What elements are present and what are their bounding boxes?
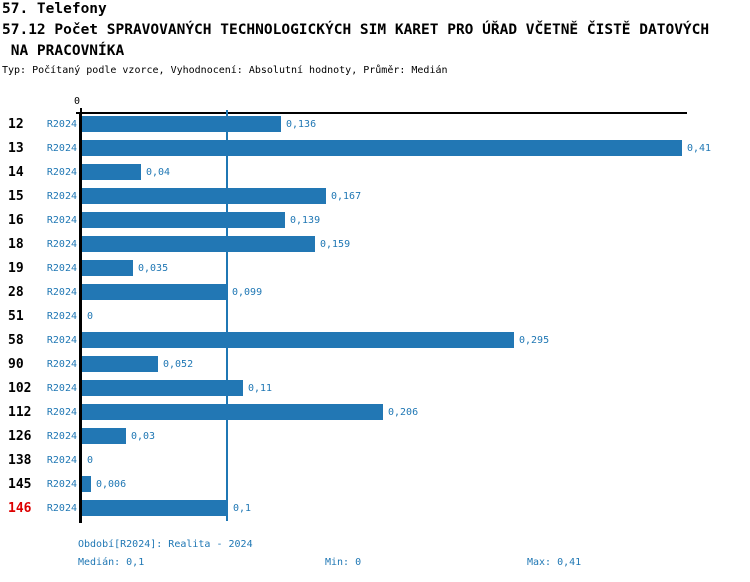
row-category-label: 28	[8, 285, 24, 300]
bar-value-label: 0,099	[232, 287, 263, 298]
row-period-label: R2024	[46, 431, 77, 442]
row-period-label: R2024	[46, 263, 77, 274]
value-bar	[82, 476, 91, 492]
footer-max-label: Max: 0,41	[527, 557, 582, 568]
bar-value-label: 0,167	[331, 191, 362, 202]
bar-value-label: 0,052	[163, 359, 194, 370]
value-bar	[82, 428, 126, 444]
value-bar	[82, 284, 227, 300]
chart-row: 102 R2024 0,11	[0, 377, 750, 401]
chart-row: 138 R2024 0	[0, 449, 750, 473]
bar-value-label: 0,41	[687, 143, 712, 154]
chart-title-line2: NA PRACOVNÍKA	[2, 43, 125, 59]
row-category-label: 102	[8, 381, 32, 396]
row-category-label: 138	[8, 453, 32, 468]
value-bar	[82, 116, 281, 132]
bar-value-label: 0,006	[96, 479, 127, 490]
chart-row: 112 R2024 0,206	[0, 401, 750, 425]
x-axis-zero-tick-mark	[80, 108, 82, 113]
chart-row: 16 R2024 0,139	[0, 209, 750, 233]
row-category-label: 12	[8, 117, 24, 132]
chart-row: 146 R2024 0,1	[0, 497, 750, 521]
row-category-label: 14	[8, 165, 24, 180]
bar-value-label: 0,206	[388, 407, 419, 418]
bar-value-label: 0,139	[290, 215, 321, 226]
chart-row: 126 R2024 0,03	[0, 425, 750, 449]
chart-row: 90 R2024 0,052	[0, 353, 750, 377]
row-category-label: 126	[8, 429, 32, 444]
value-bar	[82, 404, 383, 420]
row-period-label: R2024	[46, 215, 77, 226]
row-period-label: R2024	[46, 167, 77, 178]
chart-row: 14 R2024 0,04	[0, 161, 750, 185]
value-bar	[82, 332, 514, 348]
value-bar	[82, 140, 682, 156]
chart-row: 58 R2024 0,295	[0, 329, 750, 353]
bar-value-label: 0,295	[519, 335, 550, 346]
row-period-label: R2024	[46, 407, 77, 418]
bar-value-label: 0,04	[146, 167, 171, 178]
row-category-label: 15	[8, 189, 24, 204]
value-bar	[82, 236, 315, 252]
row-period-label: R2024	[46, 119, 77, 130]
row-period-label: R2024	[46, 359, 77, 370]
bar-value-label: 0,11	[248, 383, 273, 394]
row-period-label: R2024	[46, 143, 77, 154]
row-period-label: R2024	[46, 239, 77, 250]
row-period-label: R2024	[46, 287, 77, 298]
row-category-label: 19	[8, 261, 24, 276]
value-bar	[82, 260, 133, 276]
chart-title-line1: 57.12 Počet SPRAVOVANÝCH TECHNOLOGICKÝCH…	[2, 22, 710, 38]
row-category-label: 58	[8, 333, 24, 348]
row-category-label: 90	[8, 357, 24, 372]
value-bar	[82, 356, 158, 372]
bar-value-label: 0,1	[233, 503, 252, 514]
value-bar	[82, 164, 141, 180]
row-category-label: 112	[8, 405, 32, 420]
row-category-label: 13	[8, 141, 24, 156]
row-period-label: R2024	[46, 335, 77, 346]
chart-row: 51 R2024 0	[0, 305, 750, 329]
value-bar	[82, 500, 228, 516]
row-period-label: R2024	[46, 479, 77, 490]
chart-group-title: 57. Telefony	[2, 1, 107, 17]
chart-row: 145 R2024 0,006	[0, 473, 750, 497]
y-axis-line	[79, 112, 82, 523]
chart-row: 12 R2024 0,136	[0, 113, 750, 137]
row-category-label: 16	[8, 213, 24, 228]
row-period-label: R2024	[46, 455, 77, 466]
bar-value-label: 0,03	[131, 431, 156, 442]
chart-row: 15 R2024 0,167	[0, 185, 750, 209]
bar-value-label: 0,136	[286, 119, 317, 130]
bar-value-label: 0	[87, 455, 94, 466]
chart-row: 13 R2024 0,41	[0, 137, 750, 161]
footer-min-label: Min: 0	[325, 557, 362, 568]
x-axis-line	[76, 112, 687, 114]
row-period-label: R2024	[46, 311, 77, 322]
x-axis-zero-tick-label: 0	[74, 96, 81, 107]
row-period-label: R2024	[46, 503, 77, 514]
row-category-label: 51	[8, 309, 24, 324]
median-marker-line	[226, 110, 229, 521]
chart-subtitle: Typ: Počítaný podle vzorce, Vyhodnocení:…	[2, 65, 448, 76]
value-bar	[82, 380, 243, 396]
bar-value-label: 0,035	[138, 263, 169, 274]
chart-row: 19 R2024 0,035	[0, 257, 750, 281]
row-category-label: 145	[8, 477, 32, 492]
row-category-label: 146	[8, 501, 32, 516]
chart-row: 18 R2024 0,159	[0, 233, 750, 257]
value-bar	[82, 212, 285, 228]
footer-period-label: Období[R2024]: Realita - 2024	[78, 539, 253, 550]
row-period-label: R2024	[46, 191, 77, 202]
row-period-label: R2024	[46, 383, 77, 394]
value-bar	[82, 188, 326, 204]
bar-value-label: 0,159	[320, 239, 351, 250]
bar-value-label: 0	[87, 311, 94, 322]
footer-median-label: Medián: 0,1	[78, 557, 145, 568]
row-category-label: 18	[8, 237, 24, 252]
chart-row: 28 R2024 0,099	[0, 281, 750, 305]
